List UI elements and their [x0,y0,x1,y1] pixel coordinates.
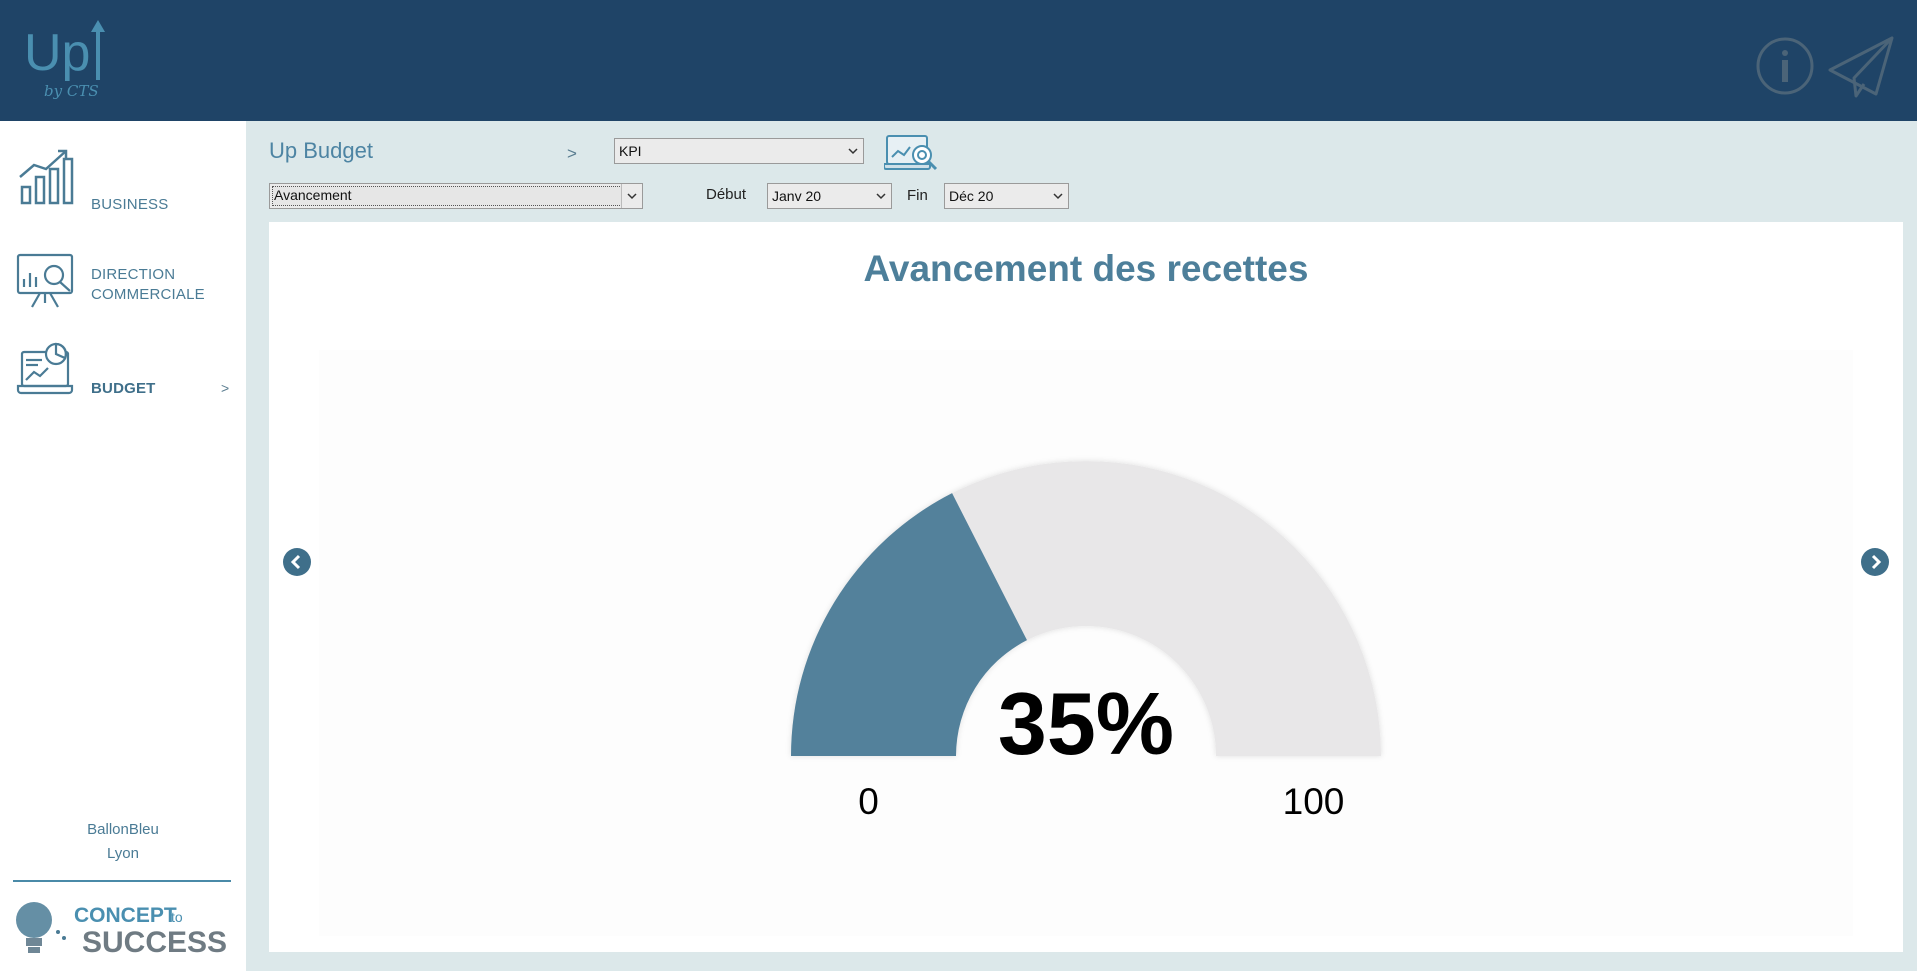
logo-subtext: by CTS [44,82,99,100]
main-panel: Avancement des recettes 35% 0 100 [269,222,1903,952]
gauge-value-arc [791,493,1027,756]
kpi-select-value: KPI [619,143,642,159]
concept-to-success-logo: CONCEPT to SUCCESS [16,902,227,959]
gauge-svg: 35% 0 100 [791,461,1381,822]
chevron-down-icon [848,148,858,155]
sidebar-item-budget[interactable]: BUDGET > [0,339,246,419]
gauge-chart: 35% 0 100 [319,350,1853,936]
company-name: BallonBleu [87,821,159,838]
lightbulb-icon [16,902,66,953]
end-date-label: Fin [907,187,928,204]
sidebar-item-business[interactable]: BUSINESS [0,147,246,227]
end-date-value: Déc 20 [949,188,994,204]
end-date-select[interactable]: Déc 20 [944,183,1069,209]
dashboard-search-icon[interactable] [884,133,940,175]
chevron-down-icon [1053,193,1063,200]
previous-chart-button[interactable] [282,547,312,577]
chevron-right-icon [1871,554,1882,570]
up-logo: Up by CTS [24,20,105,100]
gauge-min-label: 0 [858,781,879,822]
sidebar-item-arrow: > [221,380,230,396]
presentation-analytics-icon [16,253,74,308]
sidebar-divider [13,880,231,882]
report-select[interactable]: Avancement [269,183,643,209]
breadcrumb-separator: > [567,144,577,163]
chevron-down-icon [621,184,637,208]
svg-text:to: to [171,909,183,925]
chevron-down-icon [876,193,886,200]
report-select-value: Avancement [274,187,352,203]
chart-title: Avancement des recettes [863,248,1309,289]
paper-plane-icon[interactable] [1828,34,1896,98]
sidebar-item-direction-commerciale[interactable]: DIRECTION COMMERCIALE [0,243,246,323]
start-date-value: Janv 20 [772,188,822,204]
app-header: Up by CTS [0,0,1917,121]
kpi-select[interactable]: KPI [614,138,864,164]
page-title: Up Budget [269,138,373,163]
company-city: Lyon [107,845,139,862]
svg-text:CONCEPT: CONCEPT [74,904,177,927]
info-icon[interactable] [1755,36,1815,96]
gauge-max-label: 100 [1283,781,1345,822]
start-date-select[interactable]: Janv 20 [767,183,892,209]
svg-text:SUCCESS: SUCCESS [82,926,227,959]
logo-text: Up [24,24,90,82]
next-chart-button[interactable] [1860,547,1890,577]
sidebar-item-label: BUSINESS [91,196,169,213]
sidebar-item-label-line1: DIRECTION [91,266,176,283]
sidebar: BUSINESS DIRECTION COMMERCIALE [0,121,246,971]
chevron-left-icon [290,554,301,570]
sidebar-item-label: BUDGET [91,380,156,397]
gauge-value-label: 35% [998,674,1174,773]
laptop-dashboard-icon [16,342,74,395]
company-info: BallonBleu Lyon [0,818,246,866]
sidebar-item-label-line2: COMMERCIALE [91,286,205,303]
start-date-label: Début [706,186,747,203]
bar-chart-growth-icon [19,149,74,205]
